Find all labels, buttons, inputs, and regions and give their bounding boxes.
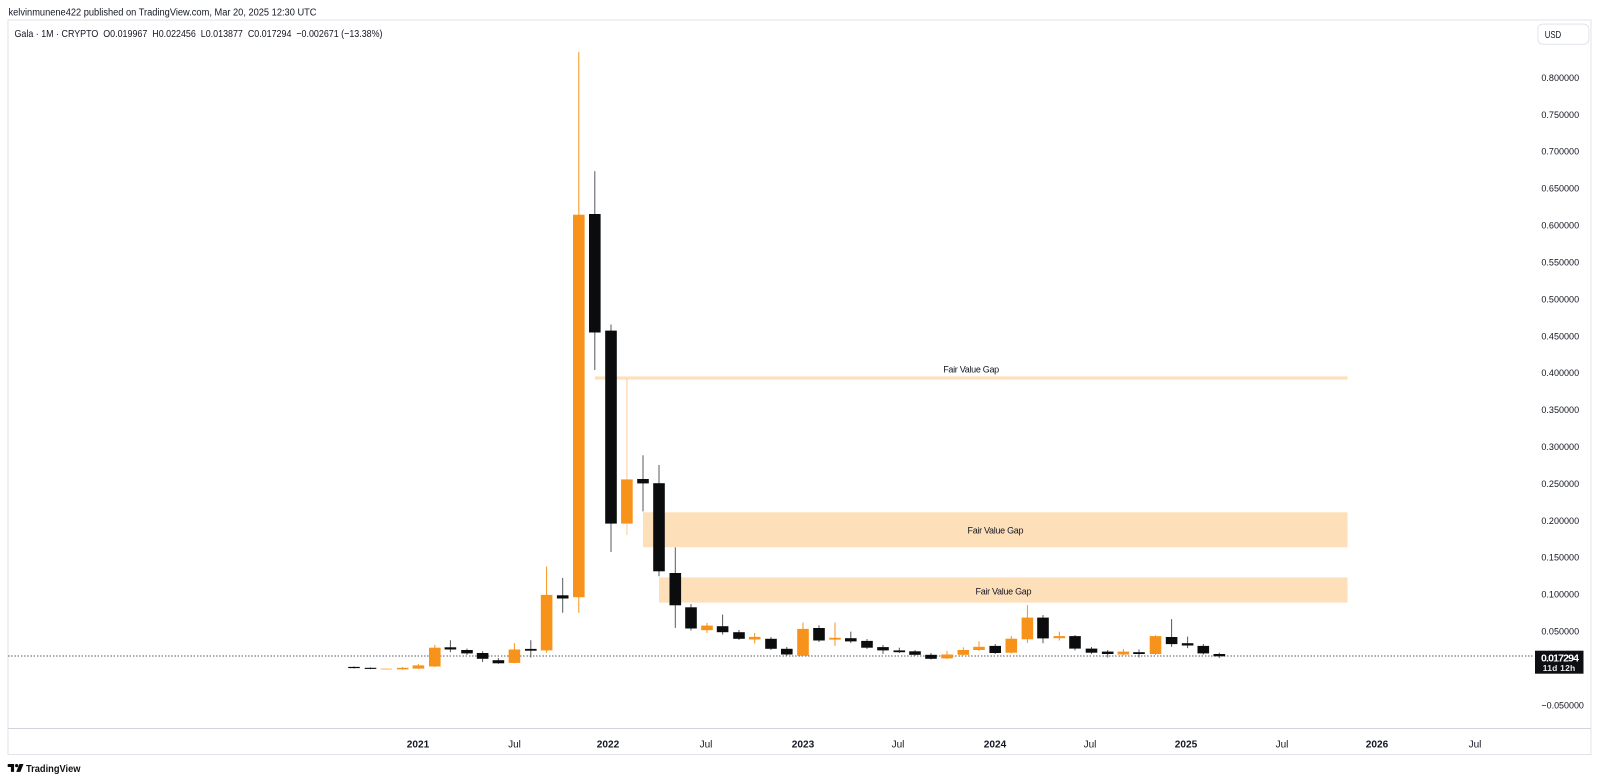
svg-text:0.250000: 0.250000 <box>1541 479 1579 490</box>
svg-text:0.600000: 0.600000 <box>1541 221 1579 232</box>
svg-text:0.450000: 0.450000 <box>1541 331 1579 342</box>
svg-text:0.650000: 0.650000 <box>1541 184 1579 195</box>
svg-text:0.400000: 0.400000 <box>1541 368 1579 379</box>
svg-text:−0.050000: −0.050000 <box>1541 700 1584 711</box>
svg-text:Jul: Jul <box>1084 740 1097 751</box>
svg-text:2025: 2025 <box>1175 740 1198 751</box>
svg-text:0.200000: 0.200000 <box>1541 516 1579 527</box>
svg-text:Jul: Jul <box>1469 740 1482 751</box>
svg-text:Jul: Jul <box>508 740 521 751</box>
svg-text:Fair Value Gap: Fair Value Gap <box>976 586 1032 596</box>
svg-text:Jul: Jul <box>1276 740 1289 751</box>
svg-text:2022: 2022 <box>597 740 620 751</box>
svg-text:2024: 2024 <box>984 740 1007 751</box>
svg-text:0.300000: 0.300000 <box>1541 442 1579 453</box>
svg-text:2026: 2026 <box>1366 740 1389 751</box>
svg-text:0.350000: 0.350000 <box>1541 405 1579 416</box>
svg-text:Gala · 1M · CRYPTO O0.019967: Gala · 1M · CRYPTO O0.019967 H0.022456 L… <box>15 28 383 40</box>
svg-text:2023: 2023 <box>792 740 815 751</box>
svg-text:0.550000: 0.550000 <box>1541 257 1579 268</box>
svg-text:0.017294: 0.017294 <box>1541 652 1579 664</box>
svg-text:Fair Value Gap: Fair Value Gap <box>943 364 999 374</box>
svg-text:kelvinmunene422 published on T: kelvinmunene422 published on TradingView… <box>9 7 317 18</box>
svg-text:0.100000: 0.100000 <box>1541 590 1579 601</box>
svg-text:USD: USD <box>1545 30 1562 41</box>
svg-text:2021: 2021 <box>407 740 430 751</box>
svg-text:TradingView: TradingView <box>26 763 81 775</box>
svg-text:Jul: Jul <box>892 740 905 751</box>
svg-text:0.050000: 0.050000 <box>1541 627 1579 638</box>
svg-text:0.150000: 0.150000 <box>1541 553 1579 564</box>
svg-text:Jul: Jul <box>700 740 713 751</box>
svg-text:11d 12h: 11d 12h <box>1543 663 1576 673</box>
svg-text:0.500000: 0.500000 <box>1541 294 1579 305</box>
svg-text:0.700000: 0.700000 <box>1541 147 1579 158</box>
svg-text:0.750000: 0.750000 <box>1541 110 1579 121</box>
svg-text:0.800000: 0.800000 <box>1541 73 1579 84</box>
svg-text:Fair Value Gap: Fair Value Gap <box>968 526 1024 536</box>
